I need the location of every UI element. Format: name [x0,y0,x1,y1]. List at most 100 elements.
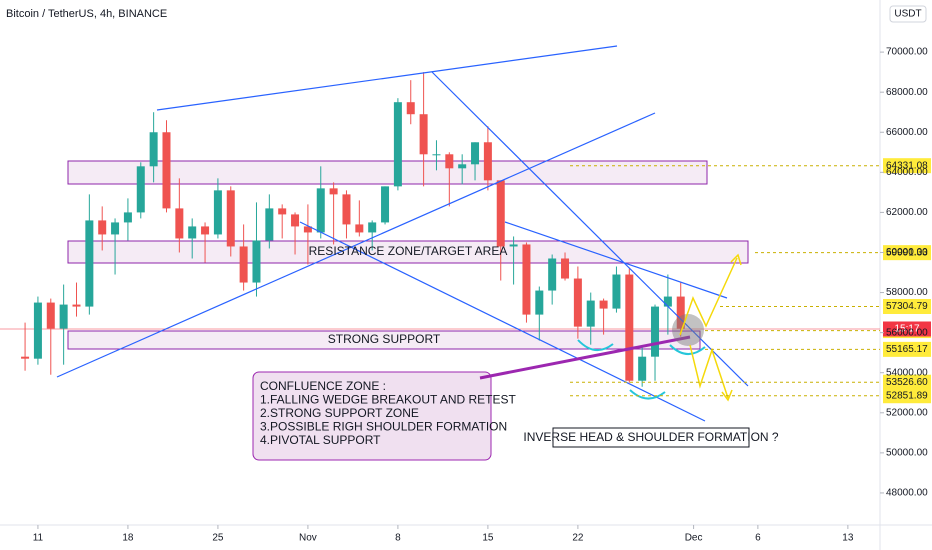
chart-title: Bitcoin / TetherUS, 4h, BINANCE [6,8,167,20]
x-tick-label: 6 [755,533,761,544]
level-badge [883,158,931,174]
arrow-head [721,389,733,402]
x-tick-label: 25 [212,533,224,544]
arrow [679,257,738,336]
candle-body [483,142,492,181]
x-tick-label: 8 [395,533,401,544]
pattern-label: INVERSE HEAD & SHOULDER FORMATION ? [523,430,778,444]
candle-body [188,226,197,239]
level-label: 53526.60 [886,377,928,388]
arc [577,339,614,351]
trend-line [504,221,728,299]
level-label: 59991.33 [886,247,928,258]
candle-body [625,274,634,381]
x-tick-label: 15 [482,533,494,544]
candle-body [21,356,30,359]
x-tick-label: Dec [685,533,703,544]
confluence-box [252,371,492,461]
candle-body [548,258,557,291]
candle-body [509,244,518,247]
candle-body [265,208,274,241]
arc [669,344,706,355]
candle-body [342,194,351,225]
zone-support [67,330,701,350]
candle-body [638,356,647,381]
candle-body [72,304,81,307]
candle-body [162,132,171,209]
arrow-head [730,253,742,266]
y-tick-label: 48000.00 [886,488,928,499]
currency-label: USDT [894,9,921,20]
x-tick-label: 18 [122,533,134,544]
candle-body [419,114,428,155]
candle-body [316,188,325,233]
candle-body [303,226,312,233]
candle-body [663,296,672,307]
candle-body [573,278,582,327]
y-tick-label: 58000.00 [886,287,928,298]
candle-body [355,224,364,233]
candle-body [59,304,68,329]
y-tick-label: 54000.00 [886,367,928,378]
confluence-line: 1.FALLING WEDGE BREAKOUT AND RETEST [260,393,517,407]
candle-body [252,240,261,283]
trend-line [299,221,706,422]
y-tick-label: 60000.00 [886,247,928,258]
candle-body [561,258,570,279]
shoulder-arcs [577,339,706,400]
arc [629,389,666,400]
support-label: STRONG SUPPORT [328,332,441,346]
confluence-line: 3.POSSIBLE RIGH SHOULDER FORMATION [260,420,507,434]
currency-badge [889,5,927,23]
candle-body [278,208,287,215]
countdown-label: 15:17 [894,324,919,335]
candle-body [676,296,685,329]
candle-body [471,142,480,165]
y-tick-label: 70000.00 [886,47,928,58]
candle-body [111,222,120,235]
candle-body [226,190,235,247]
level-badge [883,245,931,261]
x-tick-label: Nov [299,533,317,544]
arrow [689,344,729,399]
trend-lines [56,45,749,422]
candle-body [136,166,145,213]
candle-body [432,154,441,156]
candle-body [85,220,94,307]
trend-line [56,112,656,378]
candle-body [586,300,595,327]
countdown-badge [883,321,931,337]
connector [479,335,691,380]
candle-body [393,102,402,187]
candle-body [239,246,248,283]
x-tick-label: 22 [572,533,584,544]
candle-body [46,302,55,329]
candle-body [291,214,300,227]
level-label: 64331.08 [886,160,928,171]
candle-body [175,208,184,239]
level-badge [883,298,931,314]
candle-body [201,226,210,235]
y-tick-label: 62000.00 [886,207,928,218]
candle-body [123,212,132,223]
retest-circle [672,314,704,346]
y-tick-label: 56000.00 [886,327,928,338]
candle-body [445,154,454,169]
x-tick-label: 11 [33,533,44,544]
candle-body [368,222,377,233]
confluence-line: CONFLUENCE ZONE : [260,379,386,393]
projection-arrows [679,253,742,402]
level-badge [883,341,931,357]
candle-body [612,274,621,309]
candle-body [406,102,415,115]
candle-body [535,290,544,315]
candle-body [651,306,660,357]
x-tick-label: 13 [842,533,854,544]
pattern-box [552,427,750,448]
resistance-label: RESISTANCE ZONE/TARGET AREA [309,244,508,258]
candle-body [458,164,467,169]
confluence-line: 2.STRONG SUPPORT ZONE [260,406,419,420]
candle-body [98,220,107,235]
confluence-line: 4.PIVOTAL SUPPORT [260,433,381,447]
